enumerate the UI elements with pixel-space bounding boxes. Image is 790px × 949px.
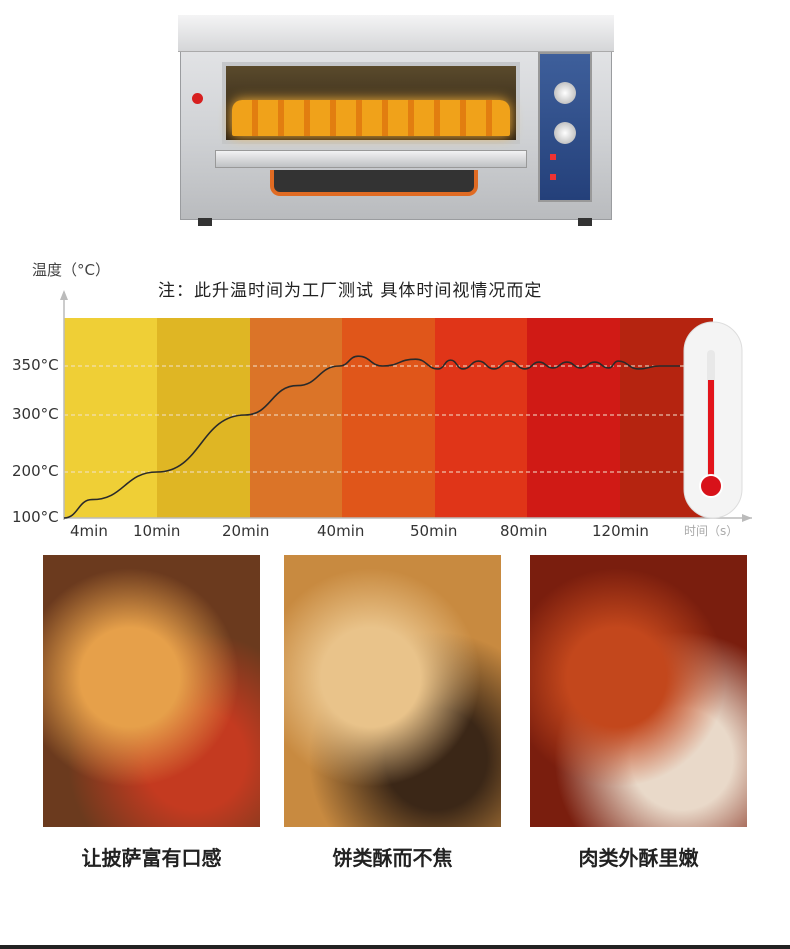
chart-note: 注：此升温时间为工厂测试 具体时间视情况而定 bbox=[158, 281, 543, 301]
knob-icon bbox=[554, 122, 576, 144]
y-tick-label: 350°C bbox=[12, 356, 59, 374]
food-photo bbox=[530, 555, 747, 827]
power-light-icon bbox=[192, 93, 203, 104]
thermometer-bulb bbox=[699, 474, 723, 498]
x-tick-label: 10min bbox=[133, 522, 181, 540]
x-tick-label: 120min bbox=[592, 522, 649, 540]
food-caption: 让披萨富有口感 bbox=[81, 846, 222, 870]
food-caption: 肉类外酥里嫩 bbox=[578, 846, 699, 870]
y-tick-label: 100°C bbox=[12, 508, 59, 526]
indicator-light-icon bbox=[550, 174, 556, 180]
oven-door-bar bbox=[215, 150, 527, 168]
color-band bbox=[157, 318, 251, 518]
temperature-curve bbox=[63, 355, 680, 519]
oven-foot bbox=[578, 218, 592, 226]
heating-curve-chart bbox=[60, 290, 752, 522]
color-band bbox=[250, 318, 343, 518]
x-tick-label: 80min bbox=[500, 522, 548, 540]
oven-food bbox=[232, 100, 510, 136]
thermometer-mercury bbox=[708, 380, 714, 485]
food-caption: 饼类酥而不焦 bbox=[332, 846, 453, 870]
color-band bbox=[527, 318, 621, 518]
knob-icon bbox=[554, 82, 576, 104]
bottom-divider bbox=[0, 945, 790, 949]
x-tick-label: 4min bbox=[70, 522, 108, 540]
food-photo bbox=[43, 555, 260, 827]
color-band bbox=[435, 318, 528, 518]
indicator-light-icon bbox=[550, 154, 556, 160]
x-tick-label: 50min bbox=[410, 522, 458, 540]
y-tick-label: 300°C bbox=[12, 405, 59, 423]
oven-handle bbox=[270, 170, 478, 196]
oven-top bbox=[178, 15, 614, 52]
x-axis-arrow-icon bbox=[742, 514, 752, 522]
x-axis-title: 时间（s） bbox=[684, 524, 739, 538]
y-tick-label: 200°C bbox=[12, 462, 59, 480]
oven-foot bbox=[198, 218, 212, 226]
food-photo bbox=[284, 555, 501, 827]
x-tick-label: 20min bbox=[222, 522, 270, 540]
y-axis-arrow-icon bbox=[60, 290, 68, 300]
color-band bbox=[64, 318, 158, 518]
y-axis-title: 温度（°C） bbox=[32, 261, 110, 279]
color-band bbox=[342, 318, 436, 518]
x-tick-label: 40min bbox=[317, 522, 365, 540]
oven-control-panel bbox=[538, 52, 592, 202]
